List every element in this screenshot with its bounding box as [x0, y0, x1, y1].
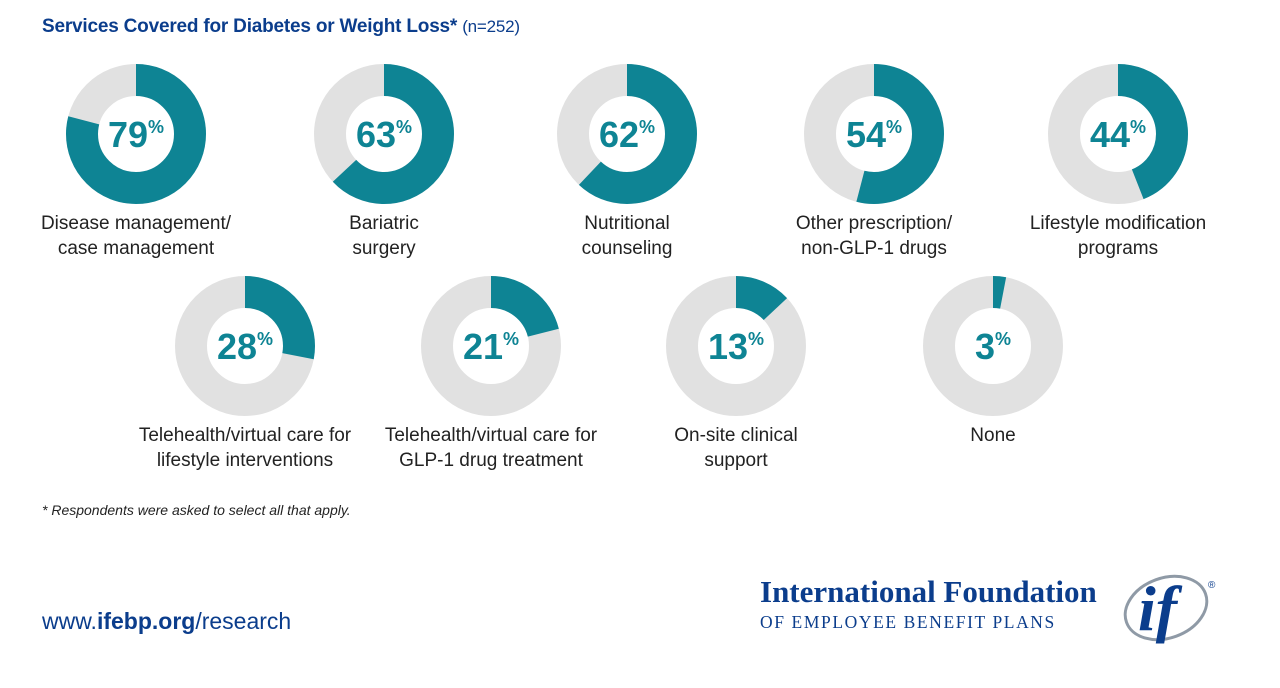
- category-label: non-GLP-1 drugs: [801, 238, 947, 259]
- donut-5: 44% Lifestyle modification programs: [1030, 64, 1206, 259]
- percent-label: 28%: [217, 326, 273, 367]
- donut-slice: [923, 276, 1063, 416]
- category-label: On-site clinical: [674, 425, 798, 446]
- logo-name: International Foundation: [760, 574, 1097, 609]
- url-path: /research: [195, 608, 292, 634]
- donut-1: 79% Disease management/case management: [41, 64, 232, 259]
- donut-slice: [804, 64, 944, 204]
- category-label: Telehealth/virtual care for: [139, 425, 352, 446]
- ifebp-logo: International Foundation OF EMPLOYEE BEN…: [760, 572, 1220, 644]
- category-label: Nutritional: [584, 213, 670, 234]
- percent-label: 3%: [975, 326, 1011, 367]
- registered-mark: ®: [1208, 580, 1216, 591]
- donut-4: 54% Other prescription/non-GLP-1 drugs: [796, 64, 953, 259]
- footnote: * Respondents were asked to select all t…: [42, 502, 351, 518]
- category-label: Other prescription/: [796, 213, 953, 234]
- svg-text:if: if: [1138, 573, 1183, 644]
- donut-slice: [666, 276, 806, 416]
- category-label: surgery: [352, 238, 416, 259]
- sample-size: (n=252): [462, 17, 520, 36]
- logo-subname: OF EMPLOYEE BENEFIT PLANS: [760, 612, 1056, 632]
- donut-slice: [421, 276, 561, 416]
- donut-slice: [66, 64, 206, 204]
- percent-label: 44%: [1090, 114, 1146, 155]
- category-label: programs: [1078, 238, 1158, 259]
- percent-label: 54%: [846, 114, 902, 155]
- donut-slice: [175, 276, 315, 416]
- donut-slice: [314, 64, 454, 204]
- donut-9: 3% None: [923, 276, 1063, 446]
- percent-label: 13%: [708, 326, 764, 367]
- donut-slice: [1048, 64, 1188, 204]
- website-link[interactable]: www.ifebp.org/research: [42, 608, 291, 635]
- donut-6: 28% Telehealth/virtual care for lifestyle …: [139, 276, 352, 471]
- category-label: lifestyle interventions: [157, 450, 333, 471]
- category-label: support: [704, 450, 768, 471]
- category-label: Lifestyle modification: [1030, 213, 1206, 234]
- percent-label: 21%: [463, 326, 519, 367]
- chart-title: Services Covered for Diabetes or Weight …: [42, 16, 520, 38]
- percent-label: 62%: [599, 114, 655, 155]
- donut-chart-grid: 79% Disease management/case management 63%…: [41, 64, 1206, 471]
- donut-8: 13% On-site clinical support: [666, 276, 806, 471]
- category-label: case management: [58, 238, 215, 259]
- category-label: Telehealth/virtual care for: [385, 425, 598, 446]
- donut-7: 21% Telehealth/virtual care for GLP-1 drug…: [385, 276, 598, 471]
- chart-title-text: Services Covered for Diabetes or Weight …: [42, 16, 458, 37]
- category-label: GLP-1 drug treatment: [399, 450, 583, 471]
- category-label: None: [970, 425, 1015, 446]
- category-label: counseling: [582, 238, 673, 259]
- category-label: Disease management/: [41, 213, 232, 234]
- url-prefix: www.: [42, 608, 97, 634]
- if-logo-mark: if ®: [1123, 573, 1216, 644]
- url-domain: ifebp.org: [96, 608, 196, 634]
- donut-2: 63% Bariatric surgery: [314, 64, 454, 259]
- percent-label: 63%: [356, 114, 412, 155]
- donut-slice: [557, 64, 697, 204]
- category-label: Bariatric: [349, 213, 419, 234]
- percent-label: 79%: [108, 114, 164, 155]
- donut-3: 62% Nutritional counseling: [557, 64, 697, 259]
